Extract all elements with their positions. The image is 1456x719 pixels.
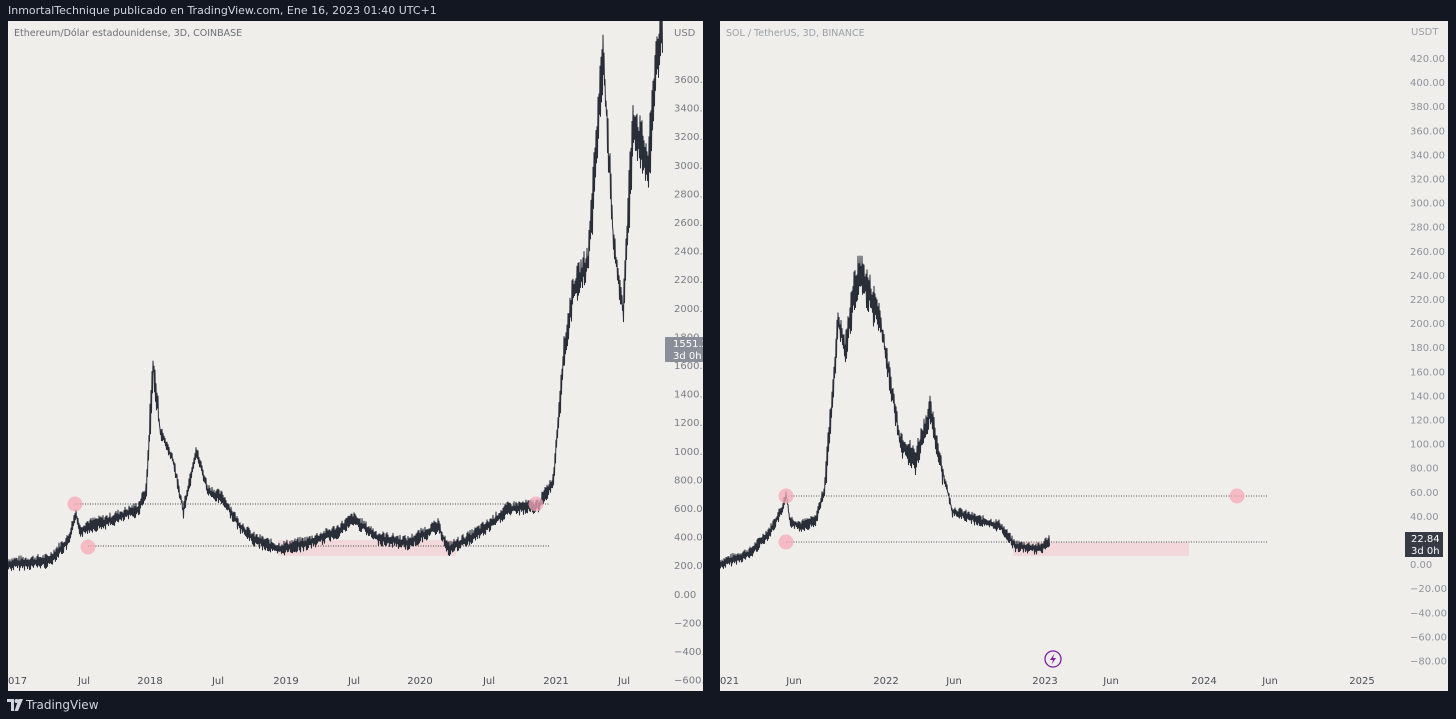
support-zone: [1013, 542, 1189, 556]
y-axis-tick: 100.00: [1410, 440, 1445, 451]
x-axis-tick: 2022: [873, 676, 898, 687]
pivot-marker: [778, 534, 794, 550]
y-axis-tick: 80.00: [1410, 464, 1439, 475]
x-axis-tick: 017: [8, 676, 27, 687]
eth-symbol-label: Ethereum/Dólar estadounidense, 3D, COINB…: [14, 28, 242, 39]
y-axis-tick: −600.00: [674, 676, 703, 687]
right-edge: [1448, 21, 1456, 691]
footer-bar: TradingView: [0, 691, 1456, 719]
y-axis-tick: 2400.00: [674, 247, 703, 258]
sol-symbol-label: SOL / TetherUS, 3D, BINANCE: [726, 28, 865, 39]
x-axis-tick: 2021: [543, 676, 568, 687]
sol-countdown: 3d 0h: [1411, 546, 1440, 557]
y-axis-tick: 300.00: [1410, 199, 1445, 210]
y-axis-tick: 1000.00: [674, 447, 703, 458]
y-axis-tick: 240.00: [1410, 271, 1445, 282]
y-axis-tick: 2000.00: [674, 304, 703, 315]
y-axis-tick: 3200.00: [674, 132, 703, 143]
pivot-marker: [67, 496, 83, 512]
x-axis-tick: Jul: [211, 676, 224, 687]
y-axis-tick: 320.00: [1410, 175, 1445, 186]
sol-chart-panel[interactable]: SOL / TetherUS, 3D, BINANCE USDT 420.00 4…: [720, 21, 1448, 691]
y-axis-tick: 420.00: [1410, 54, 1445, 65]
y-axis-tick: −40.00: [1410, 608, 1447, 619]
y-axis-tick: 2600.00: [674, 218, 703, 229]
x-axis-tick: 2025: [1349, 676, 1374, 687]
panel-divider: [703, 21, 720, 691]
y-axis-tick: 380.00: [1410, 102, 1445, 113]
y-axis-tick: 3400.00: [674, 104, 703, 115]
y-axis-tick: 1400.00: [674, 390, 703, 401]
y-axis-tick: −200.00: [674, 618, 703, 629]
x-axis-tick: Jun: [1102, 676, 1119, 687]
pivot-marker: [778, 488, 794, 504]
y-axis-tick: 1600.00: [674, 361, 703, 372]
y-axis-tick: 0.00: [1410, 560, 1432, 571]
y-axis-tick: 40.00: [1410, 512, 1439, 523]
y-axis-tick: 340.00: [1410, 150, 1445, 161]
eth-last-price-tag: 1551.27 3d 0h: [665, 337, 703, 362]
eth-chart[interactable]: Ethereum/Dólar estadounidense, 3D, COINB…: [8, 21, 703, 691]
y-axis-tick: 3600.00: [674, 75, 703, 86]
y-axis-tick: 400.00: [1410, 78, 1445, 89]
header-bar: InmortalTechnique publicado en TradingVi…: [0, 0, 1456, 21]
y-axis-tick: −20.00: [1410, 584, 1447, 595]
pivot-marker: [80, 539, 96, 555]
sol-price-series: [720, 255, 1050, 569]
pivot-marker: [1229, 488, 1245, 504]
eth-last-price: 1551.27: [673, 339, 703, 350]
x-axis-tick: 2023: [1032, 676, 1057, 687]
eth-currency-label: USD: [674, 28, 696, 39]
sol-currency-label: USDT: [1411, 27, 1439, 38]
tradingview-logo-icon: [7, 699, 23, 711]
y-axis-tick: −60.00: [1410, 632, 1447, 643]
x-axis-tick: Jul: [347, 676, 360, 687]
y-axis-tick: 260.00: [1410, 247, 1445, 258]
x-axis-tick: Jun: [945, 676, 962, 687]
x-axis-tick: Jul: [482, 676, 495, 687]
y-axis-tick: 2200.00: [674, 275, 703, 286]
y-axis-tick: 2800.00: [674, 189, 703, 200]
y-axis-tick: 800.00: [674, 475, 703, 486]
pivot-marker: [528, 496, 544, 512]
y-axis-tick: 1200.00: [674, 418, 703, 429]
x-axis-tick: 021: [720, 676, 739, 687]
x-axis-tick: Jul: [617, 676, 630, 687]
x-axis-tick: Jun: [785, 676, 802, 687]
lightning-bolt-icon[interactable]: [1044, 650, 1062, 668]
x-axis-tick: 2018: [137, 676, 162, 687]
publication-title: InmortalTechnique publicado en TradingVi…: [8, 4, 437, 17]
tradingview-brand: TradingView: [26, 698, 99, 712]
y-axis-tick: −400.00: [674, 647, 703, 658]
x-axis-tick: Jun: [1261, 676, 1278, 687]
y-axis-tick: 360.00: [1410, 126, 1445, 137]
y-axis-tick: 160.00: [1410, 367, 1445, 378]
y-axis-tick: 0.00: [674, 590, 696, 601]
y-axis-tick: 600.00: [674, 504, 703, 515]
eth-price-series: [8, 21, 663, 571]
eth-countdown: 3d 0h: [673, 351, 702, 362]
y-axis-tick: 3000.00: [674, 161, 703, 172]
x-axis-tick: 2024: [1191, 676, 1216, 687]
sol-chart[interactable]: SOL / TetherUS, 3D, BINANCE USDT 420.00 4…: [720, 21, 1448, 691]
x-axis-tick: 2020: [407, 676, 432, 687]
y-axis-tick: 60.00: [1410, 488, 1439, 499]
y-axis-tick: 180.00: [1410, 343, 1445, 354]
y-axis-tick: 280.00: [1410, 223, 1445, 234]
eth-chart-panel[interactable]: Ethereum/Dólar estadounidense, 3D, COINB…: [8, 21, 703, 691]
y-axis-tick: 220.00: [1410, 295, 1445, 306]
sol-last-price-tag: 22.84 3d 0h: [1405, 532, 1443, 557]
y-axis-tick: 400.00: [674, 533, 703, 544]
x-axis-tick: Jul: [77, 676, 90, 687]
sol-last-price: 22.84: [1411, 534, 1440, 545]
y-axis-tick: 140.00: [1410, 391, 1445, 402]
y-axis-tick: −80.00: [1410, 657, 1447, 668]
x-axis-tick: 2019: [273, 676, 298, 687]
y-axis-tick: 200.00: [1410, 319, 1445, 330]
y-axis-tick: 200.00: [674, 561, 703, 572]
y-axis-tick: 120.00: [1410, 416, 1445, 427]
